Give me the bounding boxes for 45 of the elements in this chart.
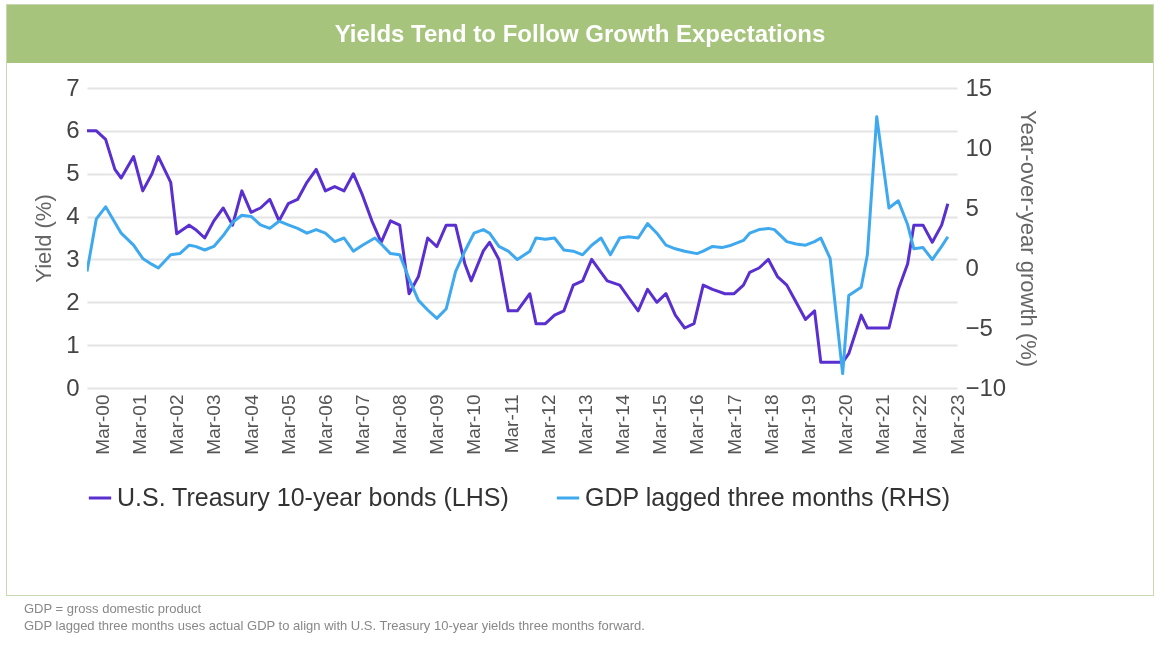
x-tick-label: Mar-18 <box>760 394 782 455</box>
x-tick-label: Mar-15 <box>649 394 671 455</box>
x-tick-label: Mar-03 <box>203 394 225 455</box>
x-tick-label: Mar-02 <box>166 394 188 455</box>
y-tick-label: 6 <box>66 116 80 144</box>
x-tick-label: Mar-23 <box>946 394 968 455</box>
legend-label: GDP lagged three months (RHS) <box>585 483 950 511</box>
y2-tick-label: 5 <box>965 193 979 221</box>
x-tick-label: Mar-08 <box>389 394 411 455</box>
y2-axis-title: Year-over-year growth (%) <box>1016 109 1042 368</box>
y-tick-label: 1 <box>66 330 80 358</box>
x-tick-label: Mar-12 <box>537 394 559 455</box>
x-tick-label: Mar-22 <box>909 394 931 455</box>
y2-tick-label: −5 <box>965 313 993 341</box>
x-tick-label: Mar-05 <box>277 394 299 455</box>
y-tick-label: 0 <box>66 373 80 401</box>
x-tick-label: Mar-14 <box>612 394 634 455</box>
y2-tick-label: 15 <box>965 73 993 101</box>
y2-tick-label: 0 <box>965 253 979 281</box>
x-tick-label: Mar-19 <box>797 394 819 455</box>
x-tick-label: Mar-16 <box>686 394 708 455</box>
y2-tick-label: 10 <box>965 133 993 161</box>
x-tick-label: Mar-06 <box>314 394 336 455</box>
x-tick-label: Mar-10 <box>463 394 485 455</box>
y-tick-label: 4 <box>66 202 80 230</box>
x-tick-label: Mar-01 <box>129 394 151 455</box>
y-tick-label: 3 <box>66 244 80 272</box>
chart-title: Yields Tend to Follow Growth Expectations <box>7 5 1153 63</box>
y-tick-label: 5 <box>66 159 80 187</box>
x-tick-label: Mar-21 <box>872 394 894 455</box>
x-tick-label: Mar-00 <box>91 394 113 455</box>
y-tick-label: 7 <box>66 73 80 101</box>
y-tick-label: 2 <box>66 287 80 315</box>
x-tick-label: Mar-04 <box>240 394 262 455</box>
x-tick-label: Mar-13 <box>574 394 596 455</box>
x-tick-label: Mar-20 <box>835 394 857 455</box>
y2-tick-label: −10 <box>965 373 1007 401</box>
x-tick-label: Mar-17 <box>723 394 745 455</box>
x-tick-label: Mar-09 <box>426 394 448 455</box>
text: GDP = gross domestic product <box>24 600 203 617</box>
text: GDP lagged three months uses actual GDP to align with U.S. Treasury 10-year yields three months forward. <box>24 617 646 634</box>
legend-label: U.S. Treasury 10-year bonds (LHS) <box>117 483 509 511</box>
x-tick-label: Mar-07 <box>351 394 373 455</box>
x-tick-label: Mar-11 <box>500 394 522 454</box>
y-axis-title: Yield (%) <box>31 194 57 283</box>
